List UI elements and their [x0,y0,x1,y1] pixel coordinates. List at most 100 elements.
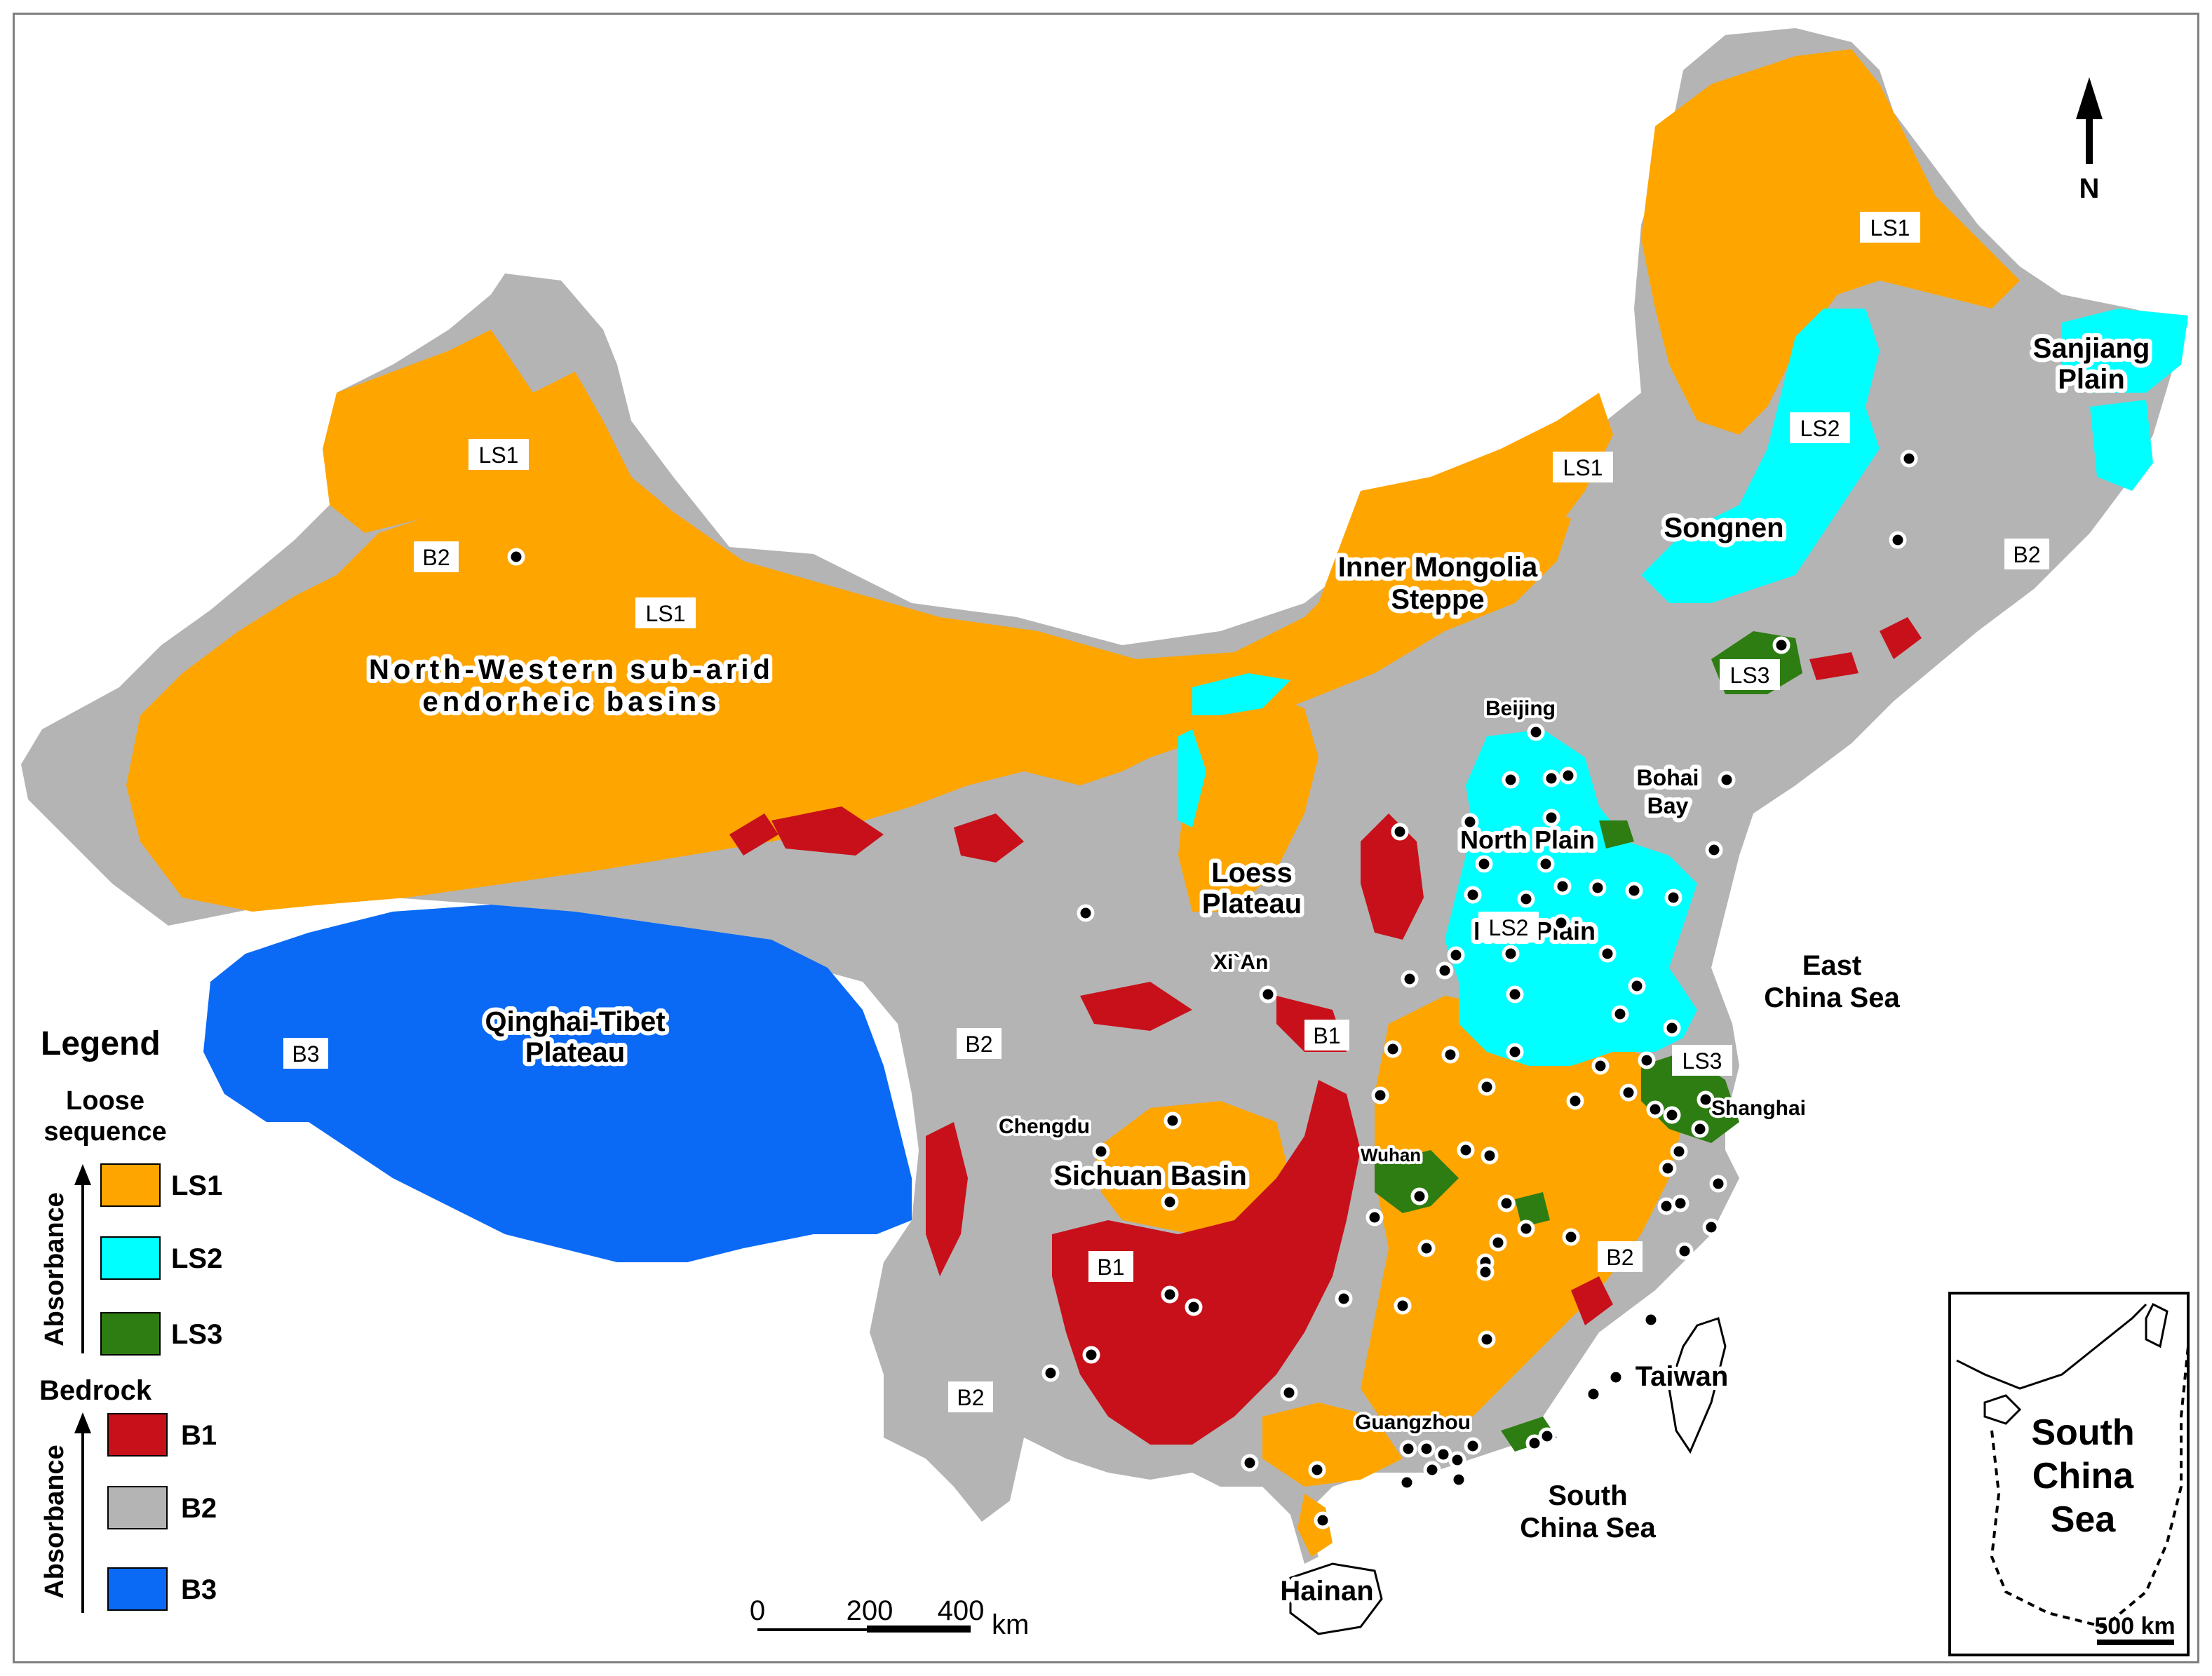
region-labels: North-Western sub-arid endorheic basins Q… [365,329,2154,1611]
legend-loose-line1: Loose [66,1086,144,1116]
zone-ls2-inner-mongolia [1192,673,1290,715]
region-taiwan: Taiwan [1636,1361,1729,1392]
sample-dot [1670,1142,1688,1161]
region-qinghai-tibet-line2: Plateau [525,1037,625,1068]
taiwan-island [1668,1317,1727,1454]
sample-dot [1082,1346,1100,1364]
sample-dot [1410,1187,1429,1205]
svg-text:LS2: LS2 [1800,416,1840,441]
sample-dot [1702,1218,1720,1236]
zone-label-b2-southwest: B2 [948,1381,993,1412]
zone-b1-ne-2 [1809,652,1859,680]
zone-label-ls2-songnen: LS2 [1790,412,1850,443]
region-south-china-sea-line1: South [1548,1480,1627,1511]
sample-dot [1450,1471,1468,1489]
sample-dot [1161,1285,1179,1304]
region-south-china-sea: South China Sea [1520,1480,1656,1543]
sample-dot [1517,1219,1535,1238]
sample-dot [1335,1290,1353,1308]
sample-dot [1664,888,1682,907]
inset-title-line2: China [2032,1456,2135,1496]
zone-ls2-sanjiang [2062,309,2188,393]
inset-coastline [1956,1303,2147,1390]
region-northwest-line1: North-Western sub-arid [369,654,774,685]
sample-dot [1638,1051,1656,1069]
region-sanjiang-line2: Plain [2058,364,2125,395]
legend-bedrock-axis: Absorbance [40,1445,69,1599]
svg-text:LS1: LS1 [1870,215,1910,241]
city-dot-beijing [1527,723,1545,741]
zone-label-b2-ne: B2 [2004,539,2049,569]
north-arrow-icon [2076,77,2103,119]
scale-tick-0: 0 [750,1595,765,1626]
sample-dot [1391,823,1409,841]
inset-south-china-sea: South China Sea 500 km [1948,1292,2190,1656]
legend-bedrock-arrow-icon [74,1412,91,1433]
sample-dot [1659,1159,1677,1177]
zone-ls1-hainan-tip [1297,1494,1333,1557]
sample-dot [1314,1511,1332,1529]
svg-text:B1: B1 [1313,1023,1340,1048]
zone-ls2-songnen [1641,309,1880,603]
sample-dot [1464,1437,1482,1455]
sample-dot [1552,914,1570,932]
inset-frame [1948,1292,2190,1656]
sample-dot [1241,1454,1259,1472]
north-arrow-shaft [2086,105,2093,164]
zone-ls3-central [1515,1192,1550,1227]
inset-taiwan [2145,1302,2169,1349]
sample-dot [1041,1364,1060,1382]
sample-dot [1401,970,1419,988]
sample-dot [1517,890,1535,908]
zone-label-ls1-ne: LS1 [1860,212,1920,243]
sample-dot [1434,1445,1452,1464]
sample-dot [1506,985,1524,1003]
legend-swatch-b2 [107,1486,168,1529]
region-northwest-line2: endorheic basins [423,687,721,717]
zone-b1-belt-1 [771,806,884,856]
sample-dot [1566,1092,1584,1110]
zone-label-ls1-mongolia: LS1 [1553,452,1613,482]
zone-label-b2-nw: B2 [414,541,459,572]
sample-dot [1691,1120,1709,1138]
zone-code-labels: LS1 B2 LS1 LS1 LS1 LS2 B2 LS3 B3 B2 B1 L… [283,212,2049,1412]
legend-item-b1: B1 [107,1413,217,1457]
sample-dot [1447,946,1465,964]
sample-dot [1384,1040,1402,1058]
region-south-china-sea-line2: China Sea [1520,1513,1656,1543]
legend-swatch-ls3 [100,1312,161,1356]
region-hainan: Hainan [1280,1576,1373,1607]
sample-dot [1478,1330,1496,1349]
zone-ls1-south [1262,1403,1403,1487]
zone-ls2-west-strip [1178,729,1206,827]
sample-dot [1371,1086,1389,1104]
sample-dot [1542,809,1560,827]
sample-dot [1642,1311,1660,1329]
sample-dot [1889,531,1907,549]
sample-dot [1559,766,1577,785]
city-dot-chengdu [1092,1142,1110,1161]
sample-dot [1598,945,1617,963]
inset-title-line1: South [2031,1412,2134,1453]
zone-ls1-central [1178,687,1319,912]
legend-label-ls2: LS2 [171,1243,222,1274]
zone-b1-south [1052,1080,1361,1445]
region-east-china-sea-line1: East [1802,950,1862,981]
legend-label-b1: B1 [181,1420,217,1451]
zone-label-ls2-plain: LS2 [1478,912,1539,942]
inset-title: South China Sea [2031,1412,2134,1540]
zone-label-ls1-nw2: LS1 [635,597,696,628]
zone-ls1-northeast [1641,49,2020,435]
sample-dot [1553,877,1572,896]
zone-label-b1-south: B1 [1088,1251,1133,1282]
region-sichuan: Sichuan Basin [1053,1161,1247,1191]
region-inner-mongolia-line1: Inner Mongolia [1338,552,1538,583]
legend-loose-heading: Loose sequence [43,1086,166,1147]
zone-label-ls3-shanghai: LS3 [1672,1045,1732,1076]
sample-dot [1537,855,1555,873]
sample-dot [1077,904,1095,922]
sample-dot [1161,1193,1179,1211]
zone-b1-southwest [926,1122,968,1276]
zone-label-b3-tibet: B3 [283,1038,328,1069]
svg-text:LS1: LS1 [1563,455,1603,480]
